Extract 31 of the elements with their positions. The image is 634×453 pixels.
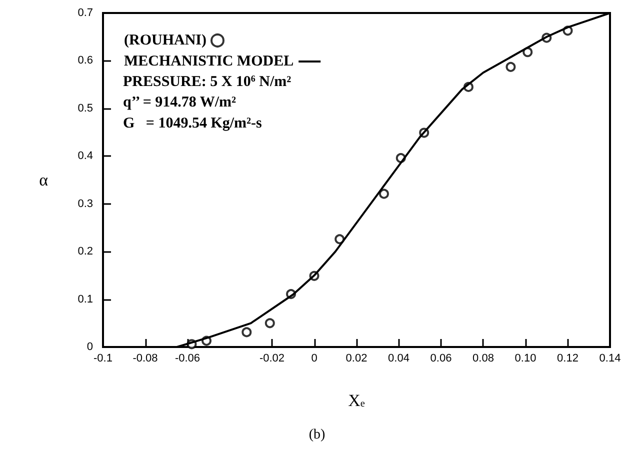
- x-tick-label: 0.06: [430, 352, 452, 364]
- x-tick-label: 0.02: [346, 352, 368, 364]
- x-axis-title: Xe: [348, 391, 366, 410]
- annotation: q’’ = 914.78 W/m²: [123, 94, 237, 110]
- y-tick-label: 0.3: [78, 198, 93, 210]
- x-tick-label: -0.1: [94, 352, 112, 364]
- x-tick-label: 0.10: [514, 352, 536, 364]
- x-tick-label: -0.02: [259, 352, 285, 364]
- point: [506, 62, 516, 72]
- y-tick-label: 0.5: [78, 102, 93, 114]
- legend-label: MECHANISTIC MODEL: [124, 54, 294, 70]
- x-tick-label: 0: [311, 352, 318, 364]
- x-tick-label: 0.08: [472, 352, 494, 364]
- y-tick-label: 0: [86, 341, 93, 353]
- y-tick-label: 0.2: [78, 246, 93, 258]
- x-tick-label: 0.04: [388, 352, 410, 364]
- point: [378, 188, 389, 199]
- text: (b): [308, 428, 326, 442]
- annotation: G = 1049.54 Kg/m²-s: [123, 116, 262, 132]
- point: [264, 318, 275, 328]
- y-tick-label: 0.4: [78, 150, 93, 162]
- point: [242, 327, 252, 338]
- y-tick-label: 0.1: [78, 293, 93, 306]
- x-tick-label: -0.06: [174, 352, 200, 364]
- y-tick-label: 0.7: [78, 7, 93, 19]
- y-axis-title: α: [39, 170, 48, 190]
- x-tick-label: 0.14: [599, 352, 621, 364]
- legend-label: (ROUHANI): [124, 32, 206, 48]
- x-tick-label: 0.12: [557, 352, 578, 364]
- x-tick-label: -0.08: [132, 352, 158, 364]
- y-tick-label: 0.6: [78, 54, 93, 67]
